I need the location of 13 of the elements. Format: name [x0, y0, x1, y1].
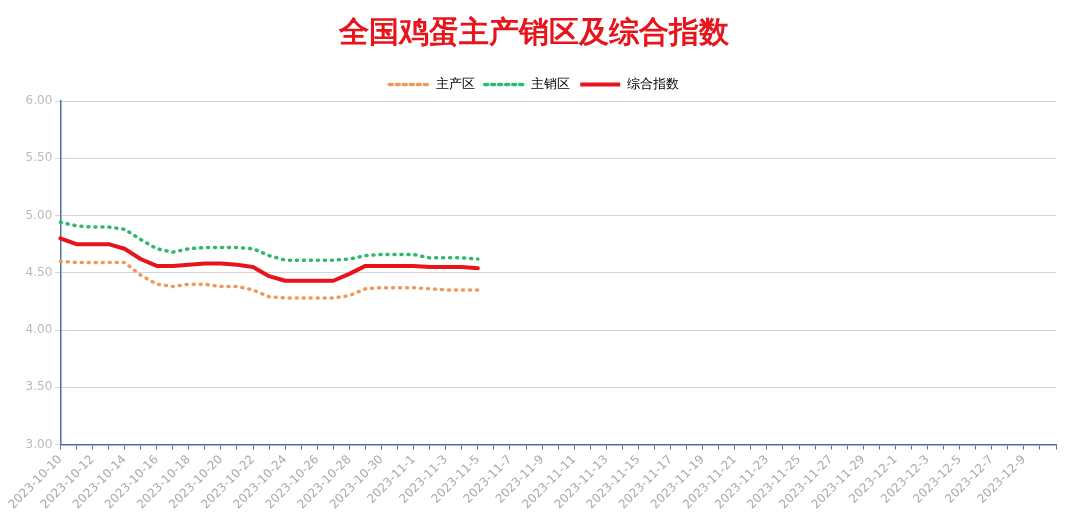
y-tick-label: 4.00	[25, 322, 53, 337]
y-tick-label: 5.00	[25, 207, 53, 222]
legend-label: 主销区	[531, 75, 571, 91]
chart-title: 全国鸡蛋主产销区及综合指数	[338, 13, 730, 49]
y-tick-label: 5.50	[25, 150, 53, 165]
y-tick-label: 6.00	[25, 93, 53, 108]
legend-label: 综合指数	[626, 75, 679, 91]
y-tick-label: 4.50	[25, 264, 53, 279]
line-series	[58, 220, 480, 262]
legend-label: 主产区	[435, 75, 475, 91]
y-tick-label: 3.00	[25, 436, 53, 451]
line-series	[58, 259, 480, 300]
y-tick-label: 3.50	[25, 379, 53, 394]
